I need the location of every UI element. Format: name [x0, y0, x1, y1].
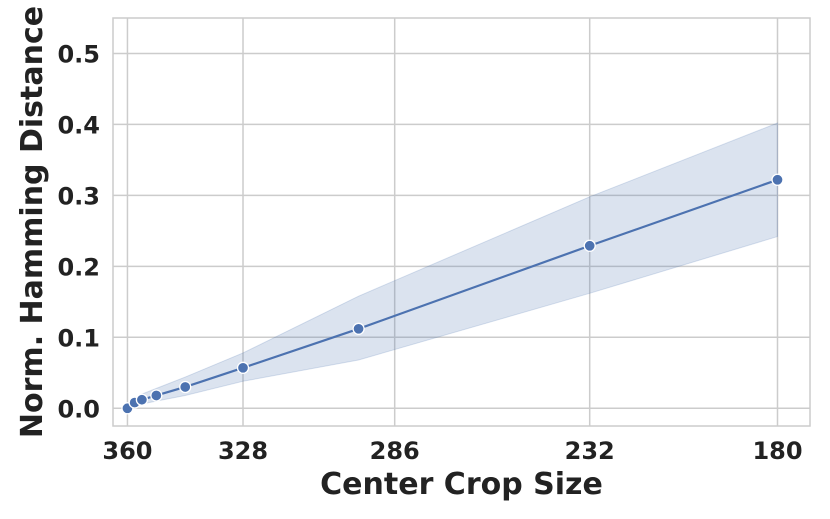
x-tick-label: 328 [218, 437, 268, 465]
x-tick-label: 360 [102, 437, 152, 465]
data-point [236, 361, 250, 374]
y-tick-label: 0.4 [57, 111, 100, 139]
y-tick-label: 0.3 [57, 182, 100, 210]
y-tick-label: 0.5 [57, 40, 100, 68]
series-line [126, 178, 778, 410]
data-point [150, 389, 163, 402]
data-points [121, 173, 784, 415]
x-tick-labels: 360 328 286 232 180 [102, 437, 802, 465]
data-point [352, 322, 365, 335]
data-point [179, 380, 192, 394]
x-tick-label: 180 [752, 437, 802, 465]
y-tick-label: 0.2 [57, 253, 100, 281]
y-tick-label: 0.1 [57, 324, 100, 352]
data-point [771, 173, 784, 186]
x-tick-label: 286 [370, 437, 420, 465]
grid-lines [113, 18, 810, 426]
data-point [583, 239, 596, 252]
x-tick-label: 232 [565, 437, 615, 465]
plot-frame [112, 17, 811, 427]
y-tick-label: 0.0 [57, 395, 100, 423]
data-point [135, 393, 149, 406]
y-axis-title: Norm. Hamming Distance [15, 6, 50, 438]
y-tick-labels: 0.0 0.1 0.2 0.3 0.4 0.5 [57, 40, 100, 423]
x-axis-title: Center Crop Size [320, 467, 603, 502]
